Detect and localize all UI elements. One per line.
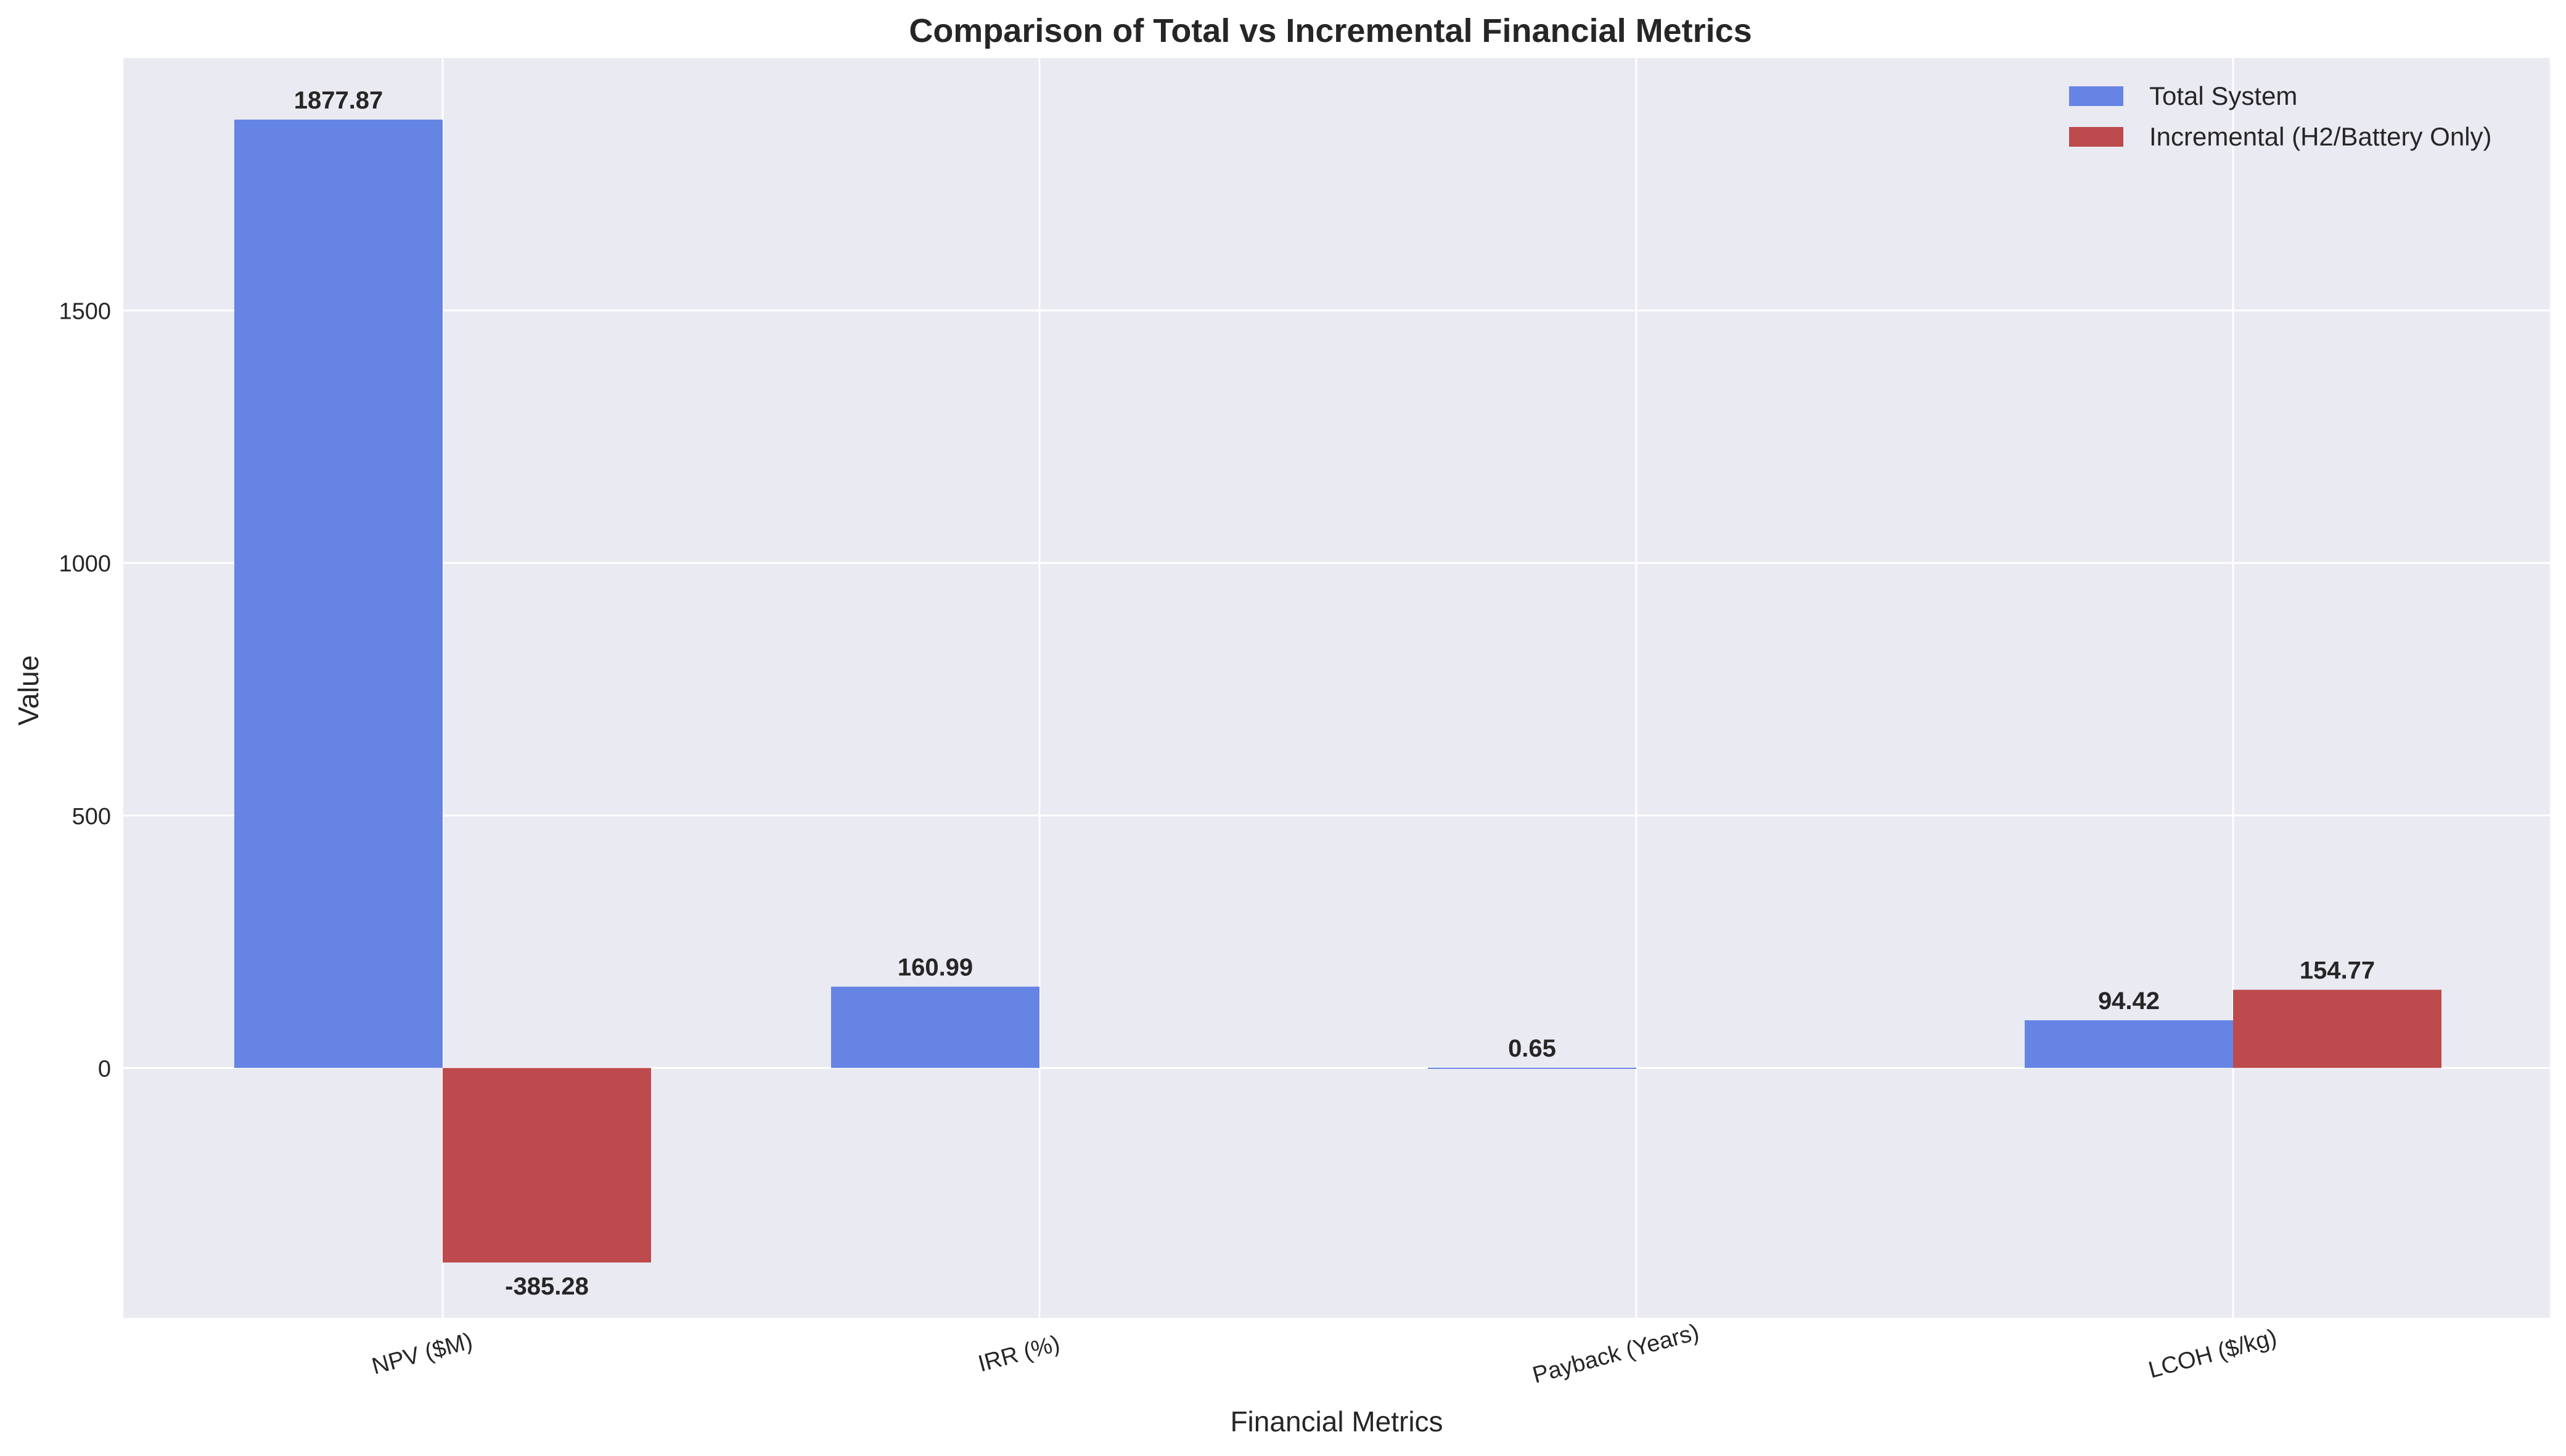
data-label: 160.99 <box>898 954 973 981</box>
y-axis-label: Value <box>12 655 44 726</box>
y-tick-label: 1000 <box>59 551 111 577</box>
y-axis-ticks: 0 500 1000 1500 <box>59 299 111 1082</box>
y-tick-label: 1500 <box>59 299 111 325</box>
bar-total-system-1 <box>831 986 1039 1068</box>
x-axis-label: Financial Metrics <box>1230 1405 1443 1438</box>
bar-incremental-3 <box>2233 989 2441 1068</box>
data-label: 154.77 <box>2300 957 2375 984</box>
legend-swatch <box>2069 86 2123 106</box>
data-label: 1877.87 <box>294 87 383 114</box>
y-tick-label: 0 <box>98 1056 111 1082</box>
legend-label: Total System <box>2149 81 2297 110</box>
legend-swatch <box>2069 127 2123 147</box>
bar-total-system-2 <box>1428 1067 1636 1069</box>
bar-incremental-0 <box>443 1068 651 1263</box>
bars <box>234 120 2441 1263</box>
data-labels: 1877.87 160.99 0.65 94.42 -385.28 154.77 <box>294 87 2375 1300</box>
bar-total-system-3 <box>2025 1020 2233 1068</box>
data-label: 94.42 <box>2098 988 2160 1015</box>
bar-total-system-0 <box>234 120 443 1068</box>
y-tick-label: 500 <box>72 804 111 830</box>
data-label: -385.28 <box>505 1273 589 1300</box>
legend-label: Incremental (H2/Battery Only) <box>2149 122 2492 151</box>
legend: Total System Incremental (H2/Battery Only… <box>2069 81 2492 151</box>
chart-title: Comparison of Total vs Incremental Finan… <box>909 12 1752 49</box>
data-label: 0.65 <box>1508 1035 1556 1062</box>
